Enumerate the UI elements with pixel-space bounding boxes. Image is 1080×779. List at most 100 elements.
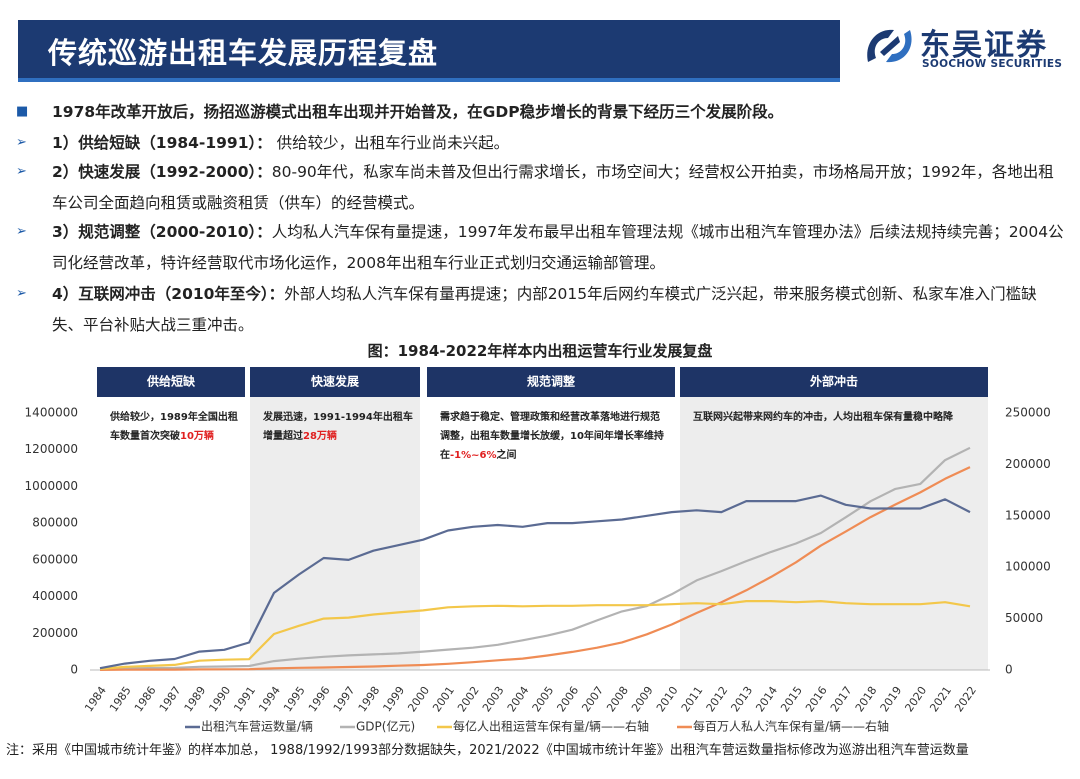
x-tick-label: 2007: [579, 684, 606, 714]
bullet-marker: ➢: [16, 286, 27, 301]
bullet-marker: ➢: [16, 164, 27, 179]
bullet-body: 人均私人汽车保有量提速，1997年发布最早出租车管理法规《城市出租汽车管理办法》…: [52, 223, 1064, 272]
y-tick-label: 400000: [32, 589, 78, 603]
x-tick-label: 2013: [728, 684, 755, 714]
series-line: [99, 600, 971, 671]
x-tick-label: 2011: [679, 684, 706, 714]
x-tick-label: 2022: [952, 684, 979, 714]
y2-tick-label: 50000: [1005, 611, 1043, 625]
phase-shade: [680, 397, 988, 670]
phase-header: [250, 367, 420, 397]
y2-tick-label: 150000: [1005, 508, 1051, 522]
x-tick-label: 2000: [405, 684, 432, 714]
y-tick-label: 1000000: [25, 479, 78, 493]
bullet-marker: ➢: [16, 135, 27, 150]
bullet-bold: 4）互联网冲击（2010年至今）：: [52, 285, 285, 303]
y-tick-label: 0: [70, 663, 78, 677]
y-tick-label: 600000: [32, 552, 78, 566]
bullet-text: 3）规范调整（2000-2010）：人均私人汽车保有量提速，1997年发布最早出…: [52, 217, 1064, 279]
bullet-bold: 1）供给短缺（1984-1991）：: [52, 134, 272, 152]
bullet-body: 供给较少，出租车行业尚未兴起。: [271, 134, 510, 152]
x-tick-label: 1987: [157, 684, 184, 714]
phase-label: 快速发展: [311, 374, 359, 389]
y2-tick-label: 0: [1005, 663, 1013, 677]
legend-label: 每百万人私人汽车保有量/辆——右轴: [693, 719, 889, 734]
phase-note-part: 互联网兴起带来网约车的冲击，人均出租车保有量稳中略降: [693, 412, 953, 423]
phase-shade: [250, 397, 420, 670]
x-tick-label: 1984: [82, 684, 109, 714]
phase-label: 供给短缺: [146, 374, 196, 389]
phase-note-part: 发展迅速，1991-1994年出租车增量超过: [263, 412, 413, 442]
phase-label: 规范调整: [527, 374, 575, 389]
series-line: [99, 446, 971, 670]
phase-header: [427, 367, 675, 397]
x-tick-label: 1995: [281, 684, 308, 714]
x-tick-label: 2017: [828, 684, 855, 714]
x-tick-label: 2019: [878, 684, 905, 714]
x-tick-label: 1999: [380, 684, 407, 714]
bullet-bold: 1978年改革开放后，扬招巡游模式出租车出现并开始普及，在GDP稳步增长的背景下…: [52, 103, 784, 121]
x-tick-label: 2002: [455, 684, 482, 714]
x-tick-label: 2003: [480, 684, 507, 714]
phase-note: 供给较少，1989年全国出租车数量首次突破10万辆: [110, 408, 238, 446]
x-tick-label: 2005: [530, 684, 557, 714]
x-tick-label: 2012: [704, 684, 731, 714]
x-tick-label: 1998: [356, 684, 383, 714]
x-tick-label: 1997: [331, 684, 358, 714]
x-tick-label: 1989: [182, 684, 209, 714]
legend-label: 出租汽车营运数量/辆: [201, 719, 313, 734]
y-tick-label: 200000: [32, 626, 78, 640]
phase-note-part: 之间: [496, 450, 517, 461]
bullet-marker: ➢: [16, 224, 27, 239]
y2-tick-label: 250000: [1005, 406, 1051, 420]
x-tick-label: 2009: [629, 684, 656, 714]
legend-label: 每亿人出租运营车保有量/辆——右轴: [453, 719, 649, 734]
x-tick-label: 2010: [654, 684, 681, 714]
logo-subtext: SOOCHOW SECURITIES: [922, 58, 1063, 70]
phase-note-part: -1%~6%: [450, 450, 497, 461]
x-tick-label: 2004: [505, 684, 532, 714]
x-tick-label: 2020: [902, 684, 929, 714]
phase-note: 需求趋于稳定、管理政策和经营改革落地进行规范调整，出租车数量增长放缓，10年间年…: [440, 408, 668, 465]
bullet-text: 1）供给短缺（1984-1991）： 供给较少，出租车行业尚未兴起。: [52, 128, 1064, 159]
bullet-text: 4）互联网冲击（2010年至今）：外部人均私人汽车保有量再提速；内部2015年后…: [52, 279, 1064, 341]
bullet-bold: 3）规范调整（2000-2010）：: [52, 223, 272, 241]
x-tick-label: 1994: [256, 684, 283, 714]
x-tick-label: 1991: [231, 684, 258, 714]
x-tick-label: 1990: [206, 684, 233, 714]
x-tick-label: 2015: [778, 684, 805, 714]
header-bar: 传统巡游出租车发展历程复盘: [18, 20, 840, 82]
logo-icon: [867, 29, 912, 63]
footnote: 注：采用《中国城市统计年鉴》的样本加总， 1988/1992/1993部分数据缺…: [6, 743, 969, 758]
y2-tick-label: 100000: [1005, 560, 1051, 574]
x-tick-label: 2014: [753, 684, 780, 714]
x-tick-label: 2021: [927, 684, 954, 714]
x-tick-label: 1996: [306, 684, 333, 714]
y2-tick-label: 200000: [1005, 457, 1051, 471]
bullet-body: 80-90年代，私家车尚未普及但出行需求增长，市场空间大；经营权公开拍卖，市场格…: [52, 163, 1054, 212]
y-tick-label: 800000: [32, 516, 78, 530]
x-tick-label: 2008: [604, 684, 631, 714]
x-tick-label: 1986: [132, 684, 159, 714]
x-tick-label: 2018: [853, 684, 880, 714]
legend-label: GDP(亿元): [356, 719, 415, 734]
x-tick-label: 2006: [554, 684, 581, 714]
phase-note-part: 10万辆: [180, 431, 214, 442]
x-tick-label: 2016: [803, 684, 830, 714]
series-line: [99, 494, 971, 670]
chart-title: 图：1984-2022年样本内出租运营车行业发展复盘: [367, 342, 713, 360]
y-tick-label: 1200000: [25, 442, 78, 456]
bullet-bold: 2）快速发展（1992-2000）：: [52, 163, 272, 181]
phase-header: [680, 367, 988, 397]
bullet-body: 外部人均私人汽车保有量再提速；内部2015年后网约车模式广泛兴起，带来服务模式创…: [52, 285, 1037, 334]
phase-note-part: 供给较少，1989年全国出租车数量首次突破: [110, 412, 238, 442]
bullet-text: 2）快速发展（1992-2000）：80-90年代，私家车尚未普及但出行需求增长…: [52, 157, 1064, 219]
x-tick-label: 2001: [430, 684, 457, 714]
phase-note: 发展迅速，1991-1994年出租车增量超过28万辆: [263, 408, 413, 446]
slide-title: 传统巡游出租车发展历程复盘: [48, 36, 439, 70]
phase-note: 互联网兴起带来网约车的冲击，人均出租车保有量稳中略降: [693, 408, 978, 427]
y-tick-label: 1400000: [25, 406, 78, 420]
logo-text: 东吴证券: [920, 28, 1048, 63]
